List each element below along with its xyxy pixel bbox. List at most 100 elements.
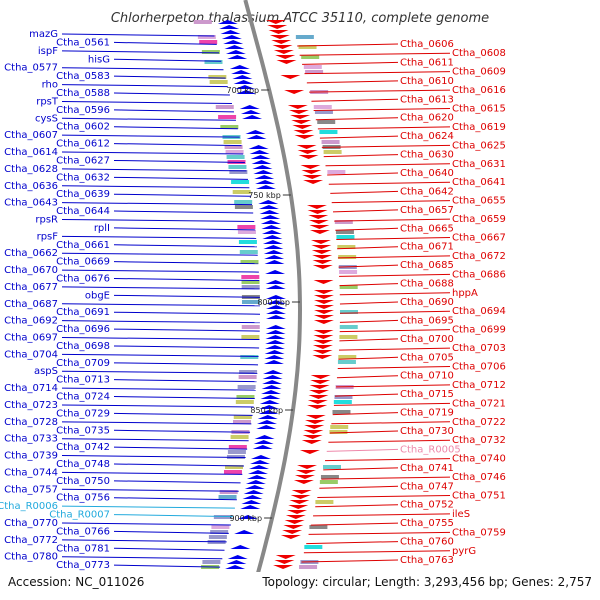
- right-strand-arrow: [313, 305, 334, 309]
- right-feature-block: [339, 285, 358, 289]
- right-strand-arrow: [298, 155, 319, 159]
- right-feature-block: [338, 355, 357, 359]
- right-label-leader: [337, 366, 451, 369]
- left-gene-label: Ctha_0756: [56, 493, 110, 504]
- right-strand-arrow: [294, 135, 315, 139]
- right-gene-label: Ctha_0620: [400, 113, 454, 124]
- left-feature-block: [202, 560, 221, 564]
- right-label-leader: [306, 80, 399, 84]
- right-feature-block: [315, 500, 334, 504]
- left-feature-block: [213, 515, 232, 519]
- left-gene-label: rpsF: [37, 231, 59, 242]
- right-strand-arrow: [306, 205, 327, 209]
- right-feature-block: [332, 410, 351, 414]
- right-strand-arrow: [313, 290, 334, 294]
- left-gene-label: Ctha_0697: [4, 333, 58, 344]
- right-strand-arrow: [299, 450, 320, 454]
- left-label-leader: [61, 67, 224, 71]
- left-strand-arrow: [225, 565, 246, 569]
- right-gene-label: Ctha_0671: [400, 242, 454, 253]
- left-gene-label: Ctha_0735: [56, 425, 110, 436]
- right-strand-arrow: [293, 480, 314, 484]
- right-feature-block: [327, 170, 346, 174]
- left-label-leader: [61, 168, 247, 172]
- left-feature-block: [211, 525, 230, 529]
- left-feature-block: [236, 395, 255, 399]
- left-gene-label: rpsR: [35, 214, 58, 225]
- left-label-leader: [61, 84, 228, 88]
- left-feature-block: [199, 40, 218, 44]
- left-label-leader: [61, 134, 240, 138]
- right-label-leader: [330, 190, 399, 194]
- left-strand-arrow: [255, 180, 276, 184]
- left-label-leader: [113, 159, 245, 163]
- left-label-leader: [113, 446, 248, 450]
- left-label-leader: [61, 370, 258, 374]
- left-label-leader: [113, 58, 222, 62]
- right-gene-label: Ctha_0631: [452, 159, 506, 170]
- right-gene-label: Ctha_0667: [452, 233, 506, 244]
- right-strand-arrow: [290, 115, 311, 119]
- right-label-leader: [338, 356, 399, 360]
- genome-backbone: [243, 0, 303, 600]
- right-gene-label: Ctha_0641: [452, 177, 506, 188]
- right-label-leader: [339, 283, 399, 287]
- right-feature-block: [319, 480, 338, 484]
- left-gene-label: Ctha_0612: [56, 139, 110, 150]
- left-feature-block: [230, 435, 249, 439]
- left-gene-label: Ctha_0773: [56, 560, 110, 571]
- accession-text: Accession: NC_011026: [8, 575, 144, 589]
- right-label-leader: [308, 531, 451, 535]
- right-strand-arrow: [291, 490, 312, 494]
- right-gene-label: Ctha_0746: [452, 472, 506, 483]
- right-strand-arrow: [289, 500, 310, 504]
- feature-tracks: [193, 20, 358, 569]
- left-feature-block: [241, 325, 260, 329]
- right-label-leader: [335, 227, 399, 231]
- left-gene-label: aspS: [34, 366, 58, 377]
- left-strand-arrow: [250, 455, 271, 459]
- right-gene-label: Ctha_0721: [452, 398, 506, 409]
- right-feature-block: [303, 65, 322, 69]
- left-gene-label: Ctha_R0006: [0, 501, 58, 512]
- right-strand-arrow: [292, 125, 313, 129]
- right-strand-arrow: [285, 515, 306, 519]
- left-strand-arrow: [262, 235, 283, 239]
- left-label-leader: [113, 227, 256, 231]
- right-strand-arrow: [307, 400, 328, 404]
- left-strand-arrow: [255, 185, 276, 189]
- right-label-leader: [338, 264, 399, 268]
- left-strand-arrow: [227, 55, 248, 59]
- right-label-leader: [339, 310, 451, 314]
- scale-tick-label: 900 kbp: [229, 514, 262, 523]
- left-strand-arrow: [231, 70, 252, 74]
- left-strand-arrow: [259, 210, 280, 214]
- left-label-leader: [113, 412, 253, 416]
- left-feature-block: [224, 145, 243, 149]
- left-strand-arrow: [230, 545, 251, 549]
- right-label-leader: [336, 237, 451, 240]
- left-feature-block: [226, 155, 245, 159]
- left-strand-arrow: [254, 175, 275, 179]
- right-gene-label: Ctha_0613: [400, 94, 454, 105]
- right-feature-block: [339, 310, 358, 314]
- right-gene-labels: Ctha_0606Ctha_0608Ctha_0611Ctha_0609Ctha…: [297, 39, 506, 566]
- left-label-leader: [113, 75, 226, 79]
- left-strand-arrow: [248, 465, 269, 469]
- left-gene-label: Ctha_0780: [4, 552, 58, 563]
- left-strand-arrow: [262, 240, 283, 244]
- right-strand-arrow: [302, 435, 323, 439]
- left-feature-block: [241, 275, 260, 279]
- left-label-leader: [61, 100, 232, 104]
- left-gene-label: Ctha_0691: [56, 307, 110, 318]
- right-strand-arrow: [284, 520, 305, 524]
- right-label-leader: [321, 144, 451, 148]
- left-strand-arrow: [248, 145, 269, 149]
- right-gene-label: Ctha_0688: [400, 279, 454, 290]
- left-label-leader: [113, 278, 260, 282]
- left-label-leader: [61, 303, 260, 307]
- left-gene-label: Ctha_0739: [4, 451, 58, 462]
- left-label-leader: [61, 353, 259, 357]
- left-strand-arrow: [261, 385, 282, 389]
